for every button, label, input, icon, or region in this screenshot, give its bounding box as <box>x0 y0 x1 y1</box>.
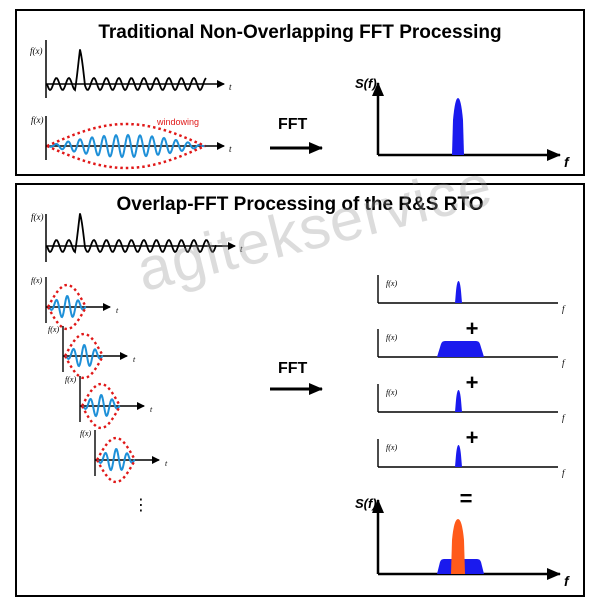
spectrum-peak <box>452 98 464 155</box>
partial-narrow-peak <box>455 445 462 467</box>
equals-sign: = <box>460 486 473 511</box>
partial-freq-label: f <box>562 304 566 314</box>
segment-windowed-wave <box>64 344 104 368</box>
partial-narrow-peak <box>455 281 462 303</box>
windowed-signal-plot: f(x) t windowing <box>31 115 232 170</box>
top-spectrum-plot: S(f) f <box>355 76 570 170</box>
partial-freq-label: f <box>562 468 566 478</box>
segment-4: f(x) t <box>80 429 168 484</box>
overlap-time-axis-label: t <box>240 244 243 254</box>
bottom-fft-label: FFT <box>278 360 308 377</box>
segment-time-label: t <box>133 355 136 364</box>
windowed-time-label: t <box>229 144 232 154</box>
raw-signal-waveform <box>46 49 207 92</box>
overlap-signal-axis-label: f(x) <box>31 212 44 222</box>
segment-time-label: t <box>150 405 153 414</box>
segment-1: f(x) t <box>31 276 119 331</box>
partial-axis-label: f(x) <box>386 443 397 452</box>
combined-overlap-peak <box>451 519 465 574</box>
plus-sign: + <box>466 425 479 450</box>
overlap-raw-waveform <box>46 213 217 254</box>
partial-spectrum-1: f(x) f + <box>377 275 566 341</box>
overlap-fft-title: Overlap-FFT Processing of the R&S RTO <box>116 194 484 215</box>
combined-spectrum-plot: S(f) f = <box>355 486 570 589</box>
partial-axis-label: f(x) <box>386 333 397 342</box>
partial-spectra: f(x) f + f(x) f + f(x) f + f(x) f <box>377 275 566 478</box>
plus-sign: + <box>466 316 479 341</box>
freq-axis-label: f <box>564 154 570 170</box>
partial-freq-label: f <box>562 358 566 368</box>
windowed-axis-label: f(x) <box>31 115 44 125</box>
segment-time-label: t <box>165 459 168 468</box>
partial-wide-band <box>437 341 484 357</box>
partial-spectrum-4: f(x) f <box>377 439 566 478</box>
segment-window-envelope <box>63 332 105 380</box>
windowed-signal-waveform <box>47 133 206 159</box>
segment-window-envelope <box>46 283 88 331</box>
segment-windowed-wave <box>81 394 121 418</box>
top-fft-arrow: FFT <box>270 116 323 154</box>
partial-axis-label: f(x) <box>386 388 397 397</box>
partial-spectrum-2: f(x) f + <box>377 329 566 395</box>
combined-freq-label: f <box>564 573 570 589</box>
spectrum-axis-label: S(f) <box>355 76 377 91</box>
bottom-fft-arrow: FFT <box>270 360 323 395</box>
partial-axis-label: f(x) <box>386 279 397 288</box>
segment-signal-label: f(x) <box>31 276 42 285</box>
overlap-raw-signal-plot: f(x) t <box>31 212 243 262</box>
signal-axis-label: f(x) <box>30 46 43 56</box>
top-fft-label: FFT <box>278 116 308 133</box>
combined-spectrum-label: S(f) <box>355 496 377 511</box>
more-segments-ellipsis: ⋮ <box>133 495 149 514</box>
segment-signal-label: f(x) <box>48 325 59 334</box>
segment-signal-label: f(x) <box>80 429 91 438</box>
window-function-envelope <box>46 122 206 170</box>
traditional-fft-title: Traditional Non-Overlapping FFT Processi… <box>98 22 502 43</box>
segment-window-envelope <box>95 436 137 484</box>
segment-window-envelope <box>80 382 122 430</box>
segment-signal-label: f(x) <box>65 375 76 384</box>
segment-windowed-wave <box>47 295 87 319</box>
partial-narrow-peak <box>455 390 462 412</box>
raw-signal-plot: f(x) t <box>30 40 232 98</box>
segment-3: f(x) t <box>65 375 153 430</box>
plus-sign: + <box>466 370 479 395</box>
partial-spectrum-3: f(x) f + <box>377 384 566 450</box>
segment-windowed-wave <box>96 448 136 472</box>
segment-time-label: t <box>116 306 119 315</box>
partial-freq-label: f <box>562 413 566 423</box>
time-axis-label: t <box>229 82 232 92</box>
overlapping-segments: f(x) t f(x) t f(x) t f(x) t <box>31 276 168 484</box>
segment-2: f(x) t <box>48 325 136 380</box>
windowing-label: windowing <box>156 117 199 127</box>
